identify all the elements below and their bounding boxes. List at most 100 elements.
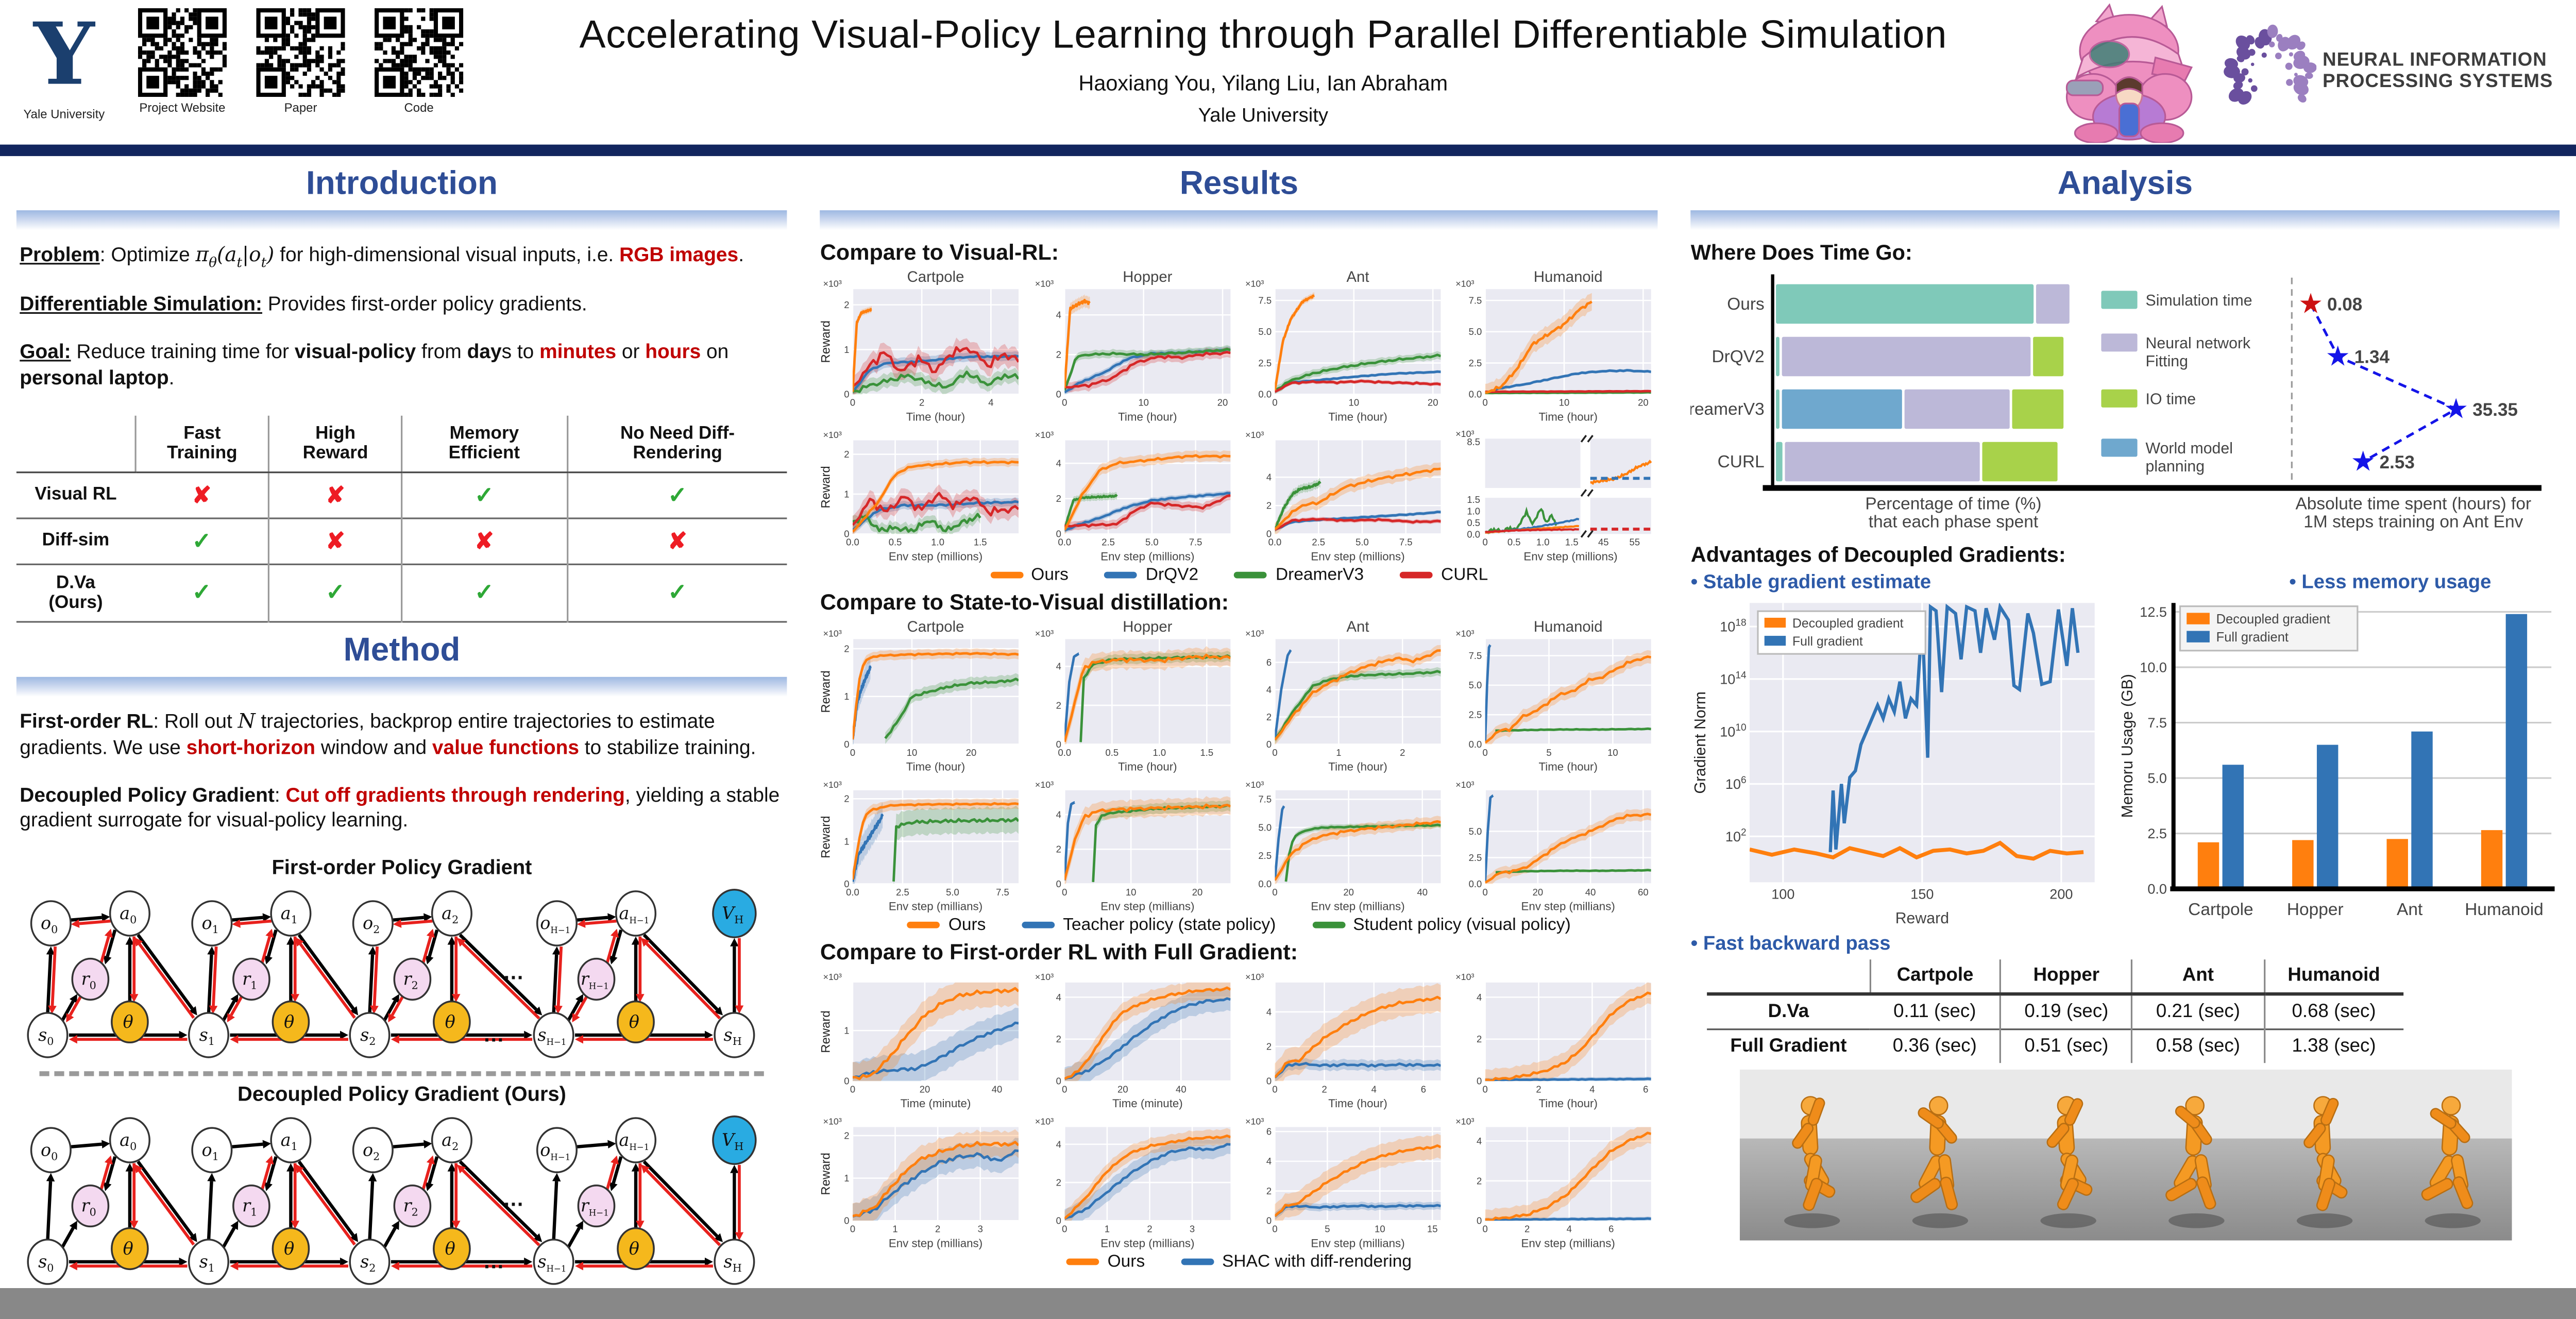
method-firstorder-text: First-order RL: Roll out N trajectories,…: [20, 709, 756, 759]
svg-text:20: 20: [1343, 887, 1354, 898]
svg-text:0.0: 0.0: [1469, 878, 1482, 889]
svg-text:1: 1: [893, 1224, 898, 1235]
qr-code-icon: [256, 8, 345, 97]
svg-text:0: 0: [1055, 389, 1060, 400]
svg-text:Reward: Reward: [820, 670, 833, 713]
intro-goal-text: Goal: Reduce training time for visual-po…: [20, 340, 729, 390]
svg-text:2: 2: [1266, 1186, 1271, 1196]
fig2-title: Decoupled Policy Gradient (Ours): [238, 1083, 566, 1106]
svg-text:7.5: 7.5: [1258, 794, 1272, 805]
svg-text:0: 0: [1272, 1224, 1277, 1235]
svg-text:Env step (millions): Env step (millions): [1311, 550, 1404, 563]
legend-item: DrQV2: [1105, 565, 1198, 585]
svg-text:5.0: 5.0: [1144, 537, 1158, 548]
visual-rl-charts-time: 0 2 4 0 1 2 ×10³ Cartpole Time (hour) Reward 0 10 20…: [820, 268, 1658, 426]
memory-usage-chart: Cartpole Hopper Ant Humanoid 0.0 2.5 5.0 7.5 10.…: [2120, 603, 2555, 919]
svg-text:2: 2: [844, 643, 850, 654]
svg-text:2: 2: [1536, 1084, 1541, 1095]
svg-text:0: 0: [1055, 1215, 1060, 1226]
svg-text:×10³: ×10³: [1034, 629, 1053, 639]
svg-text:1: 1: [1336, 747, 1341, 758]
svg-text:Fitting: Fitting: [2146, 353, 2188, 370]
legend-item: DreamerV3: [1234, 565, 1364, 585]
svg-text:×10³: ×10³: [1034, 780, 1053, 790]
poster-title: Accelerating Visual-Policy Learning thro…: [579, 13, 1947, 58]
svg-text:7.5: 7.5: [1469, 295, 1482, 306]
intro-comparison-table: Fast Training High Reward Memory Efficient…: [16, 415, 788, 622]
svg-text:20: 20: [1533, 887, 1544, 898]
svg-text:Simulation time: Simulation time: [2146, 292, 2252, 309]
svg-text:Ours: Ours: [1727, 295, 1765, 314]
svg-text:1.0: 1.0: [931, 537, 945, 548]
svg-text:102: 102: [1725, 827, 1747, 844]
svg-text:20: 20: [966, 747, 977, 758]
svg-text:0: 0: [1266, 1215, 1271, 1226]
svg-text:0: 0: [850, 747, 855, 758]
svg-text:Env step (millions): Env step (millions): [889, 550, 983, 563]
svg-text:Decoupled gradient: Decoupled gradient: [2216, 612, 2330, 627]
section-title-analysis: Analysis: [2057, 166, 2193, 202]
qr-paper: Paper: [250, 8, 352, 145]
svg-text:Time (hour): Time (hour): [1328, 410, 1387, 423]
gradient-norm-chart: 100 150 200 102 106 1010 1014 1018 Reward Gradien…: [1692, 603, 2095, 927]
section-title-method: Method: [343, 632, 461, 669]
svg-text:Env step (millians): Env step (millians): [1311, 900, 1404, 913]
svg-text:2.5: 2.5: [1101, 537, 1114, 548]
legend-item: Student policy (visual policy): [1312, 915, 1571, 935]
svg-text:r1: r1: [242, 969, 257, 992]
svg-text:×10³: ×10³: [1245, 1117, 1264, 1127]
svg-text:7.5: 7.5: [996, 887, 1010, 898]
svg-text:0.0: 0.0: [1469, 739, 1482, 750]
svg-text:2: 2: [1266, 712, 1271, 722]
svg-text:10: 10: [1375, 1224, 1385, 1235]
svg-text:0.5: 0.5: [1467, 517, 1481, 528]
svg-text:0.0: 0.0: [1057, 537, 1071, 548]
svg-text:2: 2: [1055, 700, 1060, 711]
svg-text:7.5: 7.5: [1188, 537, 1201, 548]
svg-text:2.53: 2.53: [2380, 452, 2415, 472]
backward-pass-table: Cartpole Hopper Ant Humanoid D.Va 0.11 (sec) 0…: [1691, 959, 2560, 1063]
svg-text:5: 5: [1325, 1224, 1330, 1235]
svg-text:Decoupled gradient: Decoupled gradient: [1793, 616, 1904, 631]
svg-text:7.5: 7.5: [1258, 295, 1272, 306]
svg-text:×10³: ×10³: [1245, 780, 1264, 790]
svg-text:×10³: ×10³: [1456, 780, 1475, 790]
svg-text:1: 1: [1104, 1224, 1109, 1235]
svg-text:×10³: ×10³: [823, 780, 842, 790]
svg-text:Env step (millians): Env step (millians): [1100, 900, 1194, 913]
qr-code-icon: [375, 8, 464, 97]
svg-text:Time (minute): Time (minute): [1111, 1097, 1182, 1110]
svg-text:20: 20: [1216, 397, 1227, 408]
svg-text:0: 0: [1272, 887, 1277, 898]
svg-text:15: 15: [1427, 1224, 1437, 1235]
svg-text:Reward: Reward: [820, 1010, 833, 1053]
full-gradient-charts-time: 0 20 40 0 1 ×10³ Time (minute) Reward 0 20 40 0 2 4 ×1…: [820, 968, 1658, 1112]
svg-text:4: 4: [1266, 684, 1271, 695]
svg-text:Env step (millians): Env step (millians): [889, 900, 983, 913]
svg-text:DrQV2: DrQV2: [1712, 347, 1765, 366]
svg-text:0: 0: [1061, 1084, 1066, 1095]
svg-text:×10³: ×10³: [1034, 430, 1053, 440]
svg-text:Env step (millians): Env step (millians): [889, 1237, 983, 1249]
svg-text:10.0: 10.0: [2140, 660, 2167, 675]
svg-text:10: 10: [907, 747, 918, 758]
yale-y-glyph: Y: [33, 5, 95, 106]
svg-text:1: 1: [844, 836, 850, 847]
svg-text:0: 0: [1266, 739, 1271, 750]
svg-text:Ant: Ant: [1346, 618, 1369, 635]
svg-text:★: ★: [2298, 288, 2324, 319]
svg-text:2: 2: [1400, 747, 1405, 758]
svg-text:Time (hour): Time (hour): [1539, 410, 1598, 423]
svg-text:20: 20: [1191, 887, 1202, 898]
svg-text:20: 20: [1427, 397, 1438, 408]
svg-text:2: 2: [1055, 1034, 1060, 1044]
svg-text:1.34: 1.34: [2354, 347, 2390, 367]
intro-problem-text: Problem: Optimize πθ(at|ot) for high-dim…: [20, 243, 744, 270]
svg-text:Hopper: Hopper: [1122, 618, 1172, 635]
svg-text:1.0: 1.0: [1467, 505, 1481, 516]
svg-text:0.0: 0.0: [1268, 537, 1281, 548]
svg-text:0: 0: [850, 1224, 855, 1235]
svg-text:0.5: 0.5: [1105, 747, 1118, 758]
svg-text:150: 150: [1911, 886, 1934, 902]
svg-text:0: 0: [1055, 529, 1060, 539]
